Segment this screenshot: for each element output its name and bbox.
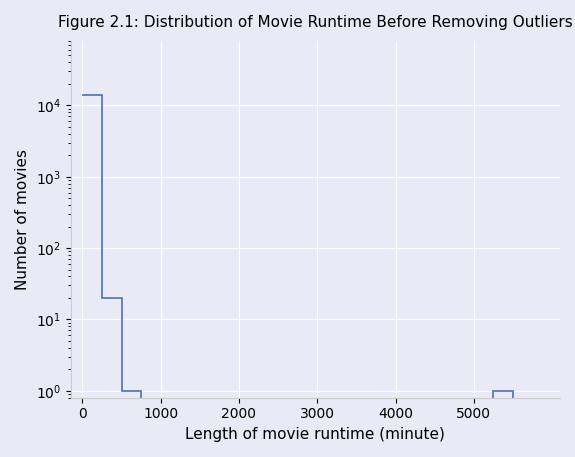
Title: Figure 2.1: Distribution of Movie Runtime Before Removing Outliers: Figure 2.1: Distribution of Movie Runtim… [58, 15, 573, 30]
Y-axis label: Number of movies: Number of movies [15, 149, 30, 290]
X-axis label: Length of movie runtime (minute): Length of movie runtime (minute) [185, 427, 445, 442]
